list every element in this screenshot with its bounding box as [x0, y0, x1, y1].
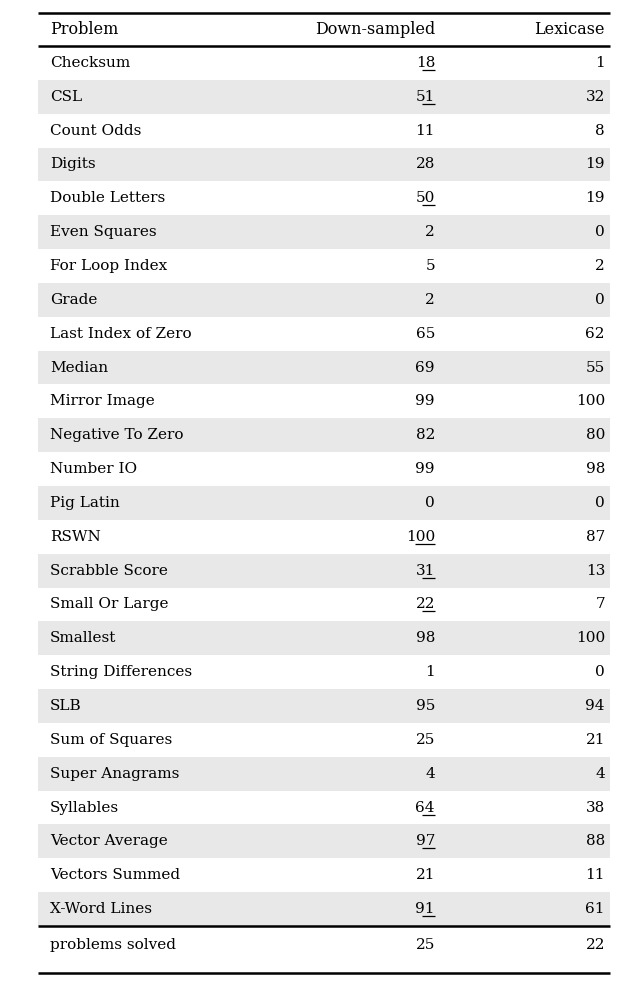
Text: Smallest: Smallest	[50, 631, 116, 645]
Text: 25: 25	[415, 938, 435, 951]
Text: 0: 0	[595, 665, 605, 679]
Text: Scrabble Score: Scrabble Score	[50, 563, 168, 578]
Bar	[38, 553, 610, 588]
Text: Vectors Summed: Vectors Summed	[50, 868, 180, 882]
Text: 0: 0	[595, 496, 605, 510]
Text: Mirror Image: Mirror Image	[50, 394, 155, 408]
Text: 11: 11	[415, 124, 435, 137]
Text: Count Odds: Count Odds	[50, 124, 141, 137]
Text: 28: 28	[415, 157, 435, 172]
Bar	[38, 283, 610, 317]
Text: Checksum: Checksum	[50, 56, 131, 70]
Text: 19: 19	[586, 192, 605, 206]
Text: 82: 82	[415, 428, 435, 443]
Bar	[38, 486, 610, 520]
Text: Last Index of Zero: Last Index of Zero	[50, 327, 191, 341]
Text: 25: 25	[415, 733, 435, 747]
Text: 31: 31	[415, 563, 435, 578]
Text: 4: 4	[595, 767, 605, 781]
Text: Double Letters: Double Letters	[50, 192, 165, 206]
Text: 1: 1	[595, 56, 605, 70]
Bar	[38, 689, 610, 723]
Text: 11: 11	[586, 868, 605, 882]
Text: 13: 13	[586, 563, 605, 578]
Text: Small Or Large: Small Or Large	[50, 598, 168, 612]
Text: 95: 95	[415, 699, 435, 713]
Bar	[38, 351, 610, 384]
Text: 0: 0	[595, 225, 605, 239]
Text: Sum of Squares: Sum of Squares	[50, 733, 172, 747]
Text: 55: 55	[586, 361, 605, 374]
Text: 2: 2	[595, 259, 605, 273]
Text: 0: 0	[595, 292, 605, 307]
Text: Vector Average: Vector Average	[50, 835, 168, 849]
Text: Pig Latin: Pig Latin	[50, 496, 120, 510]
Text: 8: 8	[595, 124, 605, 137]
Text: 98: 98	[586, 462, 605, 476]
Text: String Differences: String Differences	[50, 665, 192, 679]
Text: 22: 22	[415, 598, 435, 612]
Text: Super Anagrams: Super Anagrams	[50, 767, 179, 781]
Text: problems solved: problems solved	[50, 938, 176, 951]
Text: 0: 0	[425, 496, 435, 510]
Text: Digits: Digits	[50, 157, 95, 172]
Text: 97: 97	[415, 835, 435, 849]
Text: X-Word Lines: X-Word Lines	[50, 902, 152, 916]
Text: 91: 91	[415, 902, 435, 916]
Text: 5: 5	[426, 259, 435, 273]
Text: 21: 21	[586, 733, 605, 747]
Text: Syllables: Syllables	[50, 800, 119, 814]
Text: 2: 2	[425, 292, 435, 307]
Text: 99: 99	[415, 462, 435, 476]
Text: 19: 19	[586, 157, 605, 172]
Text: 69: 69	[415, 361, 435, 374]
Text: 51: 51	[415, 90, 435, 104]
Text: 80: 80	[586, 428, 605, 443]
Text: 32: 32	[586, 90, 605, 104]
Text: 65: 65	[415, 327, 435, 341]
Text: Number IO: Number IO	[50, 462, 137, 476]
Text: 87: 87	[586, 530, 605, 543]
Bar	[38, 80, 610, 114]
Text: 64: 64	[415, 800, 435, 814]
Text: 99: 99	[415, 394, 435, 408]
Bar	[38, 757, 610, 790]
Bar	[38, 147, 610, 182]
Text: Lexicase: Lexicase	[534, 21, 605, 38]
Text: 100: 100	[576, 394, 605, 408]
Text: 62: 62	[586, 327, 605, 341]
Text: 7: 7	[595, 598, 605, 612]
Text: SLB: SLB	[50, 699, 82, 713]
Bar	[38, 824, 610, 859]
Bar	[38, 621, 610, 655]
Text: 98: 98	[415, 631, 435, 645]
Text: Median: Median	[50, 361, 108, 374]
Text: Grade: Grade	[50, 292, 97, 307]
Text: 100: 100	[406, 530, 435, 543]
Text: Problem: Problem	[50, 21, 118, 38]
Text: CSL: CSL	[50, 90, 82, 104]
Text: RSWN: RSWN	[50, 530, 100, 543]
Text: 4: 4	[425, 767, 435, 781]
Text: 2: 2	[425, 225, 435, 239]
Text: 88: 88	[586, 835, 605, 849]
Text: Negative To Zero: Negative To Zero	[50, 428, 184, 443]
Text: Down-sampled: Down-sampled	[315, 21, 435, 38]
Text: 22: 22	[586, 938, 605, 951]
Bar	[38, 215, 610, 249]
Text: 50: 50	[415, 192, 435, 206]
Bar	[38, 418, 610, 453]
Text: 94: 94	[586, 699, 605, 713]
Text: 61: 61	[586, 902, 605, 916]
Text: 38: 38	[586, 800, 605, 814]
Text: For Loop Index: For Loop Index	[50, 259, 167, 273]
Text: 1: 1	[425, 665, 435, 679]
Text: 100: 100	[576, 631, 605, 645]
Text: 18: 18	[415, 56, 435, 70]
Bar	[38, 892, 610, 926]
Text: Even Squares: Even Squares	[50, 225, 157, 239]
Text: 21: 21	[415, 868, 435, 882]
